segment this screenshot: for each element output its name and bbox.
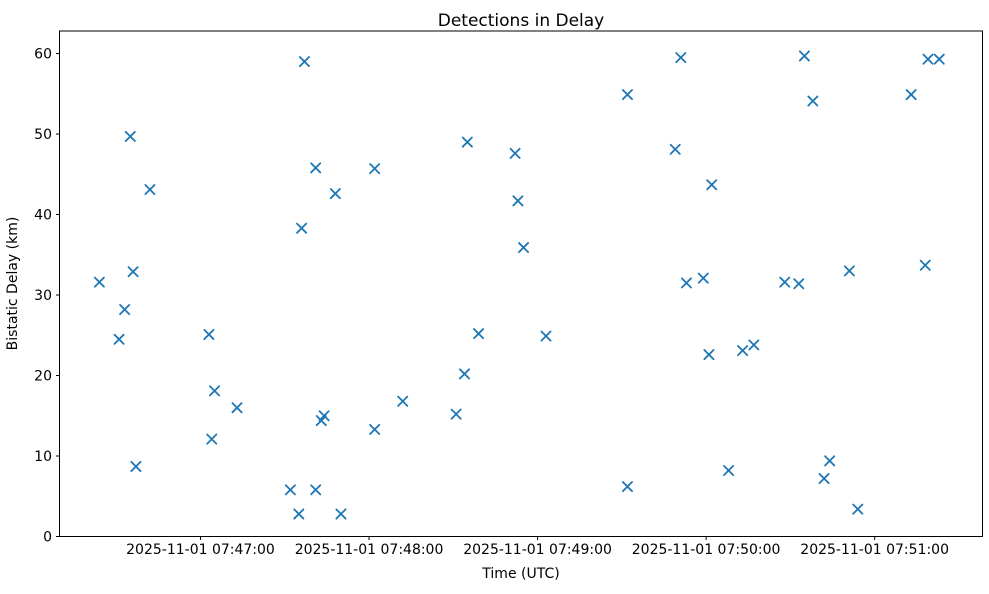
- data-point-marker: [793, 278, 805, 290]
- data-point-marker: [779, 276, 791, 288]
- data-point-marker: [621, 481, 633, 493]
- data-point-marker: [318, 410, 330, 422]
- data-point-marker: [315, 415, 327, 427]
- data-point-marker: [93, 276, 105, 288]
- data-point-marker: [922, 53, 934, 65]
- data-point-marker: [293, 508, 305, 520]
- data-point-marker: [680, 277, 692, 289]
- x-tick-label: 2025-11-01 07:47:00: [126, 542, 275, 558]
- data-point-marker: [310, 162, 322, 174]
- data-point-marker: [127, 266, 139, 278]
- y-axis-label: Bistatic Delay (km): [5, 217, 21, 351]
- data-point-marker: [130, 460, 142, 472]
- data-point-marker: [512, 195, 524, 207]
- data-point-marker: [919, 259, 931, 271]
- y-tick-label: 60: [34, 47, 52, 63]
- data-point-marker: [284, 484, 296, 496]
- y-tick-label: 20: [34, 369, 52, 385]
- data-point-marker: [843, 265, 855, 277]
- x-tick-label: 2025-11-01 07:48:00: [295, 542, 444, 558]
- data-point-marker: [298, 56, 310, 68]
- data-point-marker: [540, 330, 552, 342]
- data-point-marker: [459, 368, 471, 380]
- data-point-marker: [450, 408, 462, 420]
- plot-area: 2025-11-01 07:47:00 2025-11-01 07:48:00 20…: [34, 30, 983, 558]
- data-point-marker: [737, 345, 749, 357]
- x-tick-label: 2025-11-01 07:51:00: [800, 542, 949, 558]
- y-tick-label: 0: [43, 530, 52, 546]
- data-point-marker: [461, 136, 473, 148]
- data-point-marker: [675, 52, 687, 64]
- plot-border: [59, 30, 983, 537]
- y-tick-label: 10: [34, 449, 52, 465]
- data-point-marker: [669, 143, 681, 155]
- x-tick-label: 2025-11-01 07:49:00: [463, 542, 612, 558]
- data-point-marker: [807, 95, 819, 107]
- data-point-marker: [206, 433, 218, 445]
- data-point-marker: [113, 333, 125, 345]
- data-point-marker: [397, 395, 409, 407]
- y-tick-label: 40: [34, 208, 52, 224]
- data-point-marker: [905, 89, 917, 101]
- data-point-marker: [824, 455, 836, 467]
- y-tick-label: 30: [34, 288, 52, 304]
- data-point-marker: [124, 130, 136, 142]
- data-point-marker: [369, 423, 381, 435]
- data-point-marker: [144, 184, 156, 196]
- chart-title: Detections in Delay: [438, 11, 605, 31]
- data-point-marker: [518, 242, 530, 254]
- data-point-marker: [335, 508, 347, 520]
- data-point-marker: [473, 328, 485, 340]
- data-point-marker: [703, 349, 715, 361]
- data-point-marker: [818, 473, 830, 485]
- data-point-marker: [369, 163, 381, 175]
- data-point-marker: [748, 339, 760, 351]
- data-point-marker: [706, 179, 718, 191]
- x-axis-label: Time (UTC): [481, 566, 559, 582]
- data-point-marker: [798, 50, 810, 62]
- data-point-marker: [852, 503, 864, 515]
- data-point-marker: [296, 222, 308, 234]
- data-point-marker: [697, 272, 709, 284]
- data-point-marker: [621, 89, 633, 101]
- data-point-marker: [329, 188, 341, 200]
- data-point-marker: [119, 304, 131, 316]
- data-point-marker: [933, 53, 945, 65]
- data-point-marker: [231, 402, 243, 414]
- data-point-marker: [203, 328, 215, 340]
- x-tick-label: 2025-11-01 07:50:00: [632, 542, 781, 558]
- data-point-marker: [509, 147, 521, 159]
- y-tick-label: 50: [34, 127, 52, 143]
- data-point-marker: [310, 484, 322, 496]
- data-point-marker: [723, 464, 735, 476]
- data-point-marker: [209, 385, 221, 397]
